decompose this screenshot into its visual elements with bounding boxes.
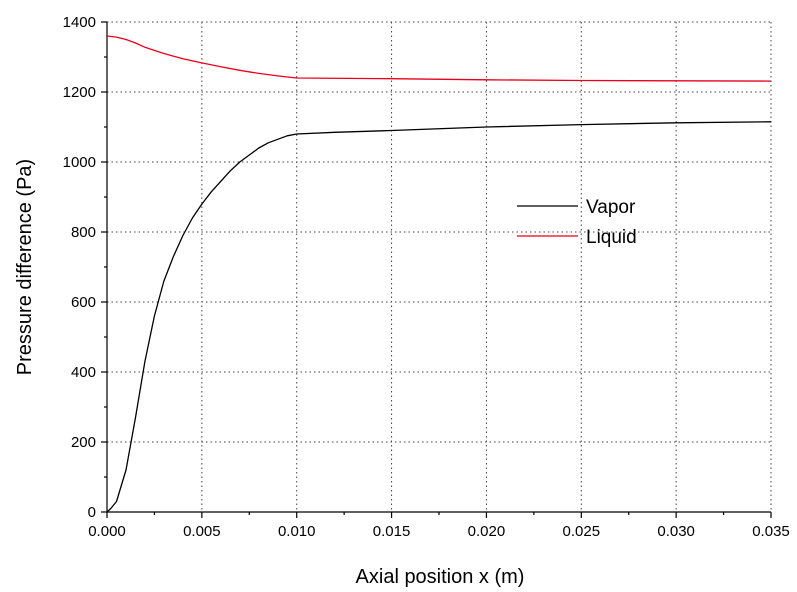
y-tick-label: 400 xyxy=(71,364,96,381)
y-axis-label: Pressure difference (Pa) xyxy=(14,159,36,375)
grid-lines xyxy=(107,21,772,512)
x-tick-label: 0.015 xyxy=(373,523,411,540)
y-tick-label: 1400 xyxy=(63,14,96,31)
legend-label-liquid: Liquid xyxy=(586,227,637,248)
x-axis-ticks: 0.000 0.005 0.010 0.015 0.020 0.025 0.030 0.035 xyxy=(88,512,790,540)
y-tick-label: 1000 xyxy=(63,154,96,171)
y-tick-label: 200 xyxy=(71,434,96,451)
x-tick-label: 0.020 xyxy=(468,523,506,540)
series-line-vapor xyxy=(106,121,772,513)
x-tick-label: 0.025 xyxy=(563,523,601,540)
legend: Vapor Liquid xyxy=(517,197,637,248)
series-lines xyxy=(106,35,772,513)
x-axis-label: Axial position x (m) xyxy=(356,566,525,588)
series-line-liquid xyxy=(106,35,772,82)
x-tick-label: 0.000 xyxy=(88,523,126,540)
y-tick-label: 600 xyxy=(71,294,96,311)
x-tick-label: 0.005 xyxy=(183,523,221,540)
x-tick-label: 0.035 xyxy=(752,523,790,540)
y-tick-label: 0 xyxy=(88,504,96,521)
legend-label-vapor: Vapor xyxy=(586,197,636,218)
y-tick-label: 1200 xyxy=(63,84,96,101)
axes xyxy=(106,22,771,513)
x-tick-label: 0.010 xyxy=(278,523,316,540)
y-axis-ticks: 0 200 400 600 800 1000 1200 1400 xyxy=(63,14,107,521)
y-tick-label: 800 xyxy=(71,224,96,241)
x-tick-label: 0.030 xyxy=(657,523,695,540)
